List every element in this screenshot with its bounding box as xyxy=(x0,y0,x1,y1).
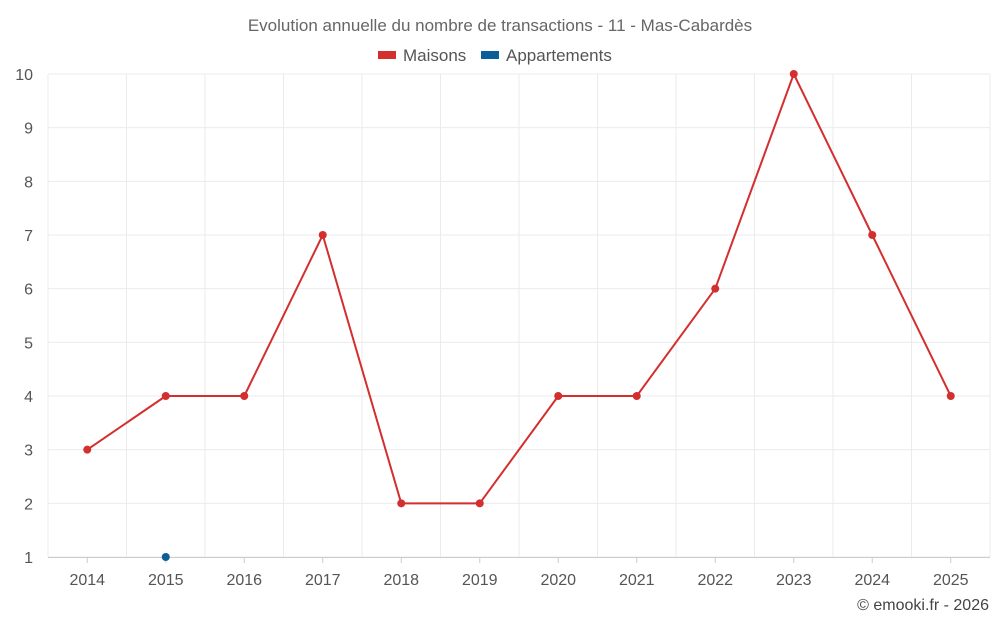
y-tick-label: 9 xyxy=(24,121,33,138)
x-tick-label: 2022 xyxy=(697,572,733,589)
data-point-maisons[interactable] xyxy=(554,392,563,400)
data-point-maisons[interactable] xyxy=(632,392,641,400)
y-axis-ticks: 1 2 3 4 5 6 7 8 9 10 xyxy=(15,67,33,567)
legend-label-maisons: Maisons xyxy=(403,46,466,65)
series-line-maisons xyxy=(86,73,952,505)
y-tick-label: 6 xyxy=(24,282,33,299)
data-point-maisons[interactable] xyxy=(240,392,249,400)
legend-item-maisons[interactable]: Maisons xyxy=(378,46,466,65)
x-tick-label: 2018 xyxy=(383,572,419,589)
data-point-maisons[interactable] xyxy=(397,499,406,508)
x-tick-label: 2023 xyxy=(776,572,812,589)
y-tick-label: 1 xyxy=(24,550,33,567)
x-tick-label: 2017 xyxy=(305,572,341,589)
data-point-maisons[interactable] xyxy=(83,445,92,454)
x-tick-label: 2020 xyxy=(540,572,576,589)
y-tick-label: 3 xyxy=(24,443,33,460)
y-tick-label: 5 xyxy=(24,335,33,352)
x-tick-label: 2015 xyxy=(148,572,184,589)
x-tick-label: 2019 xyxy=(462,572,498,589)
data-point-maisons[interactable] xyxy=(161,392,170,400)
x-axis-ticks: 2014 2015 2016 2017 2018 2019 2020 2021 2022 2023… xyxy=(69,557,969,589)
data-point-maisons[interactable] xyxy=(475,499,484,508)
data-point-maisons[interactable] xyxy=(318,231,327,239)
data-point-maisons[interactable] xyxy=(946,392,955,400)
legend-swatch-appartements xyxy=(481,51,499,59)
x-tick-label: 2021 xyxy=(619,572,655,589)
x-tick-label: 2016 xyxy=(226,572,262,589)
series-layer xyxy=(83,70,955,561)
y-tick-label: 7 xyxy=(24,228,33,245)
data-point-maisons[interactable] xyxy=(789,70,798,78)
legend-label-appartements: Appartements xyxy=(506,46,612,65)
legend-item-appartements[interactable]: Appartements xyxy=(481,46,612,65)
x-tick-label: 2025 xyxy=(933,572,969,589)
y-tick-label: 4 xyxy=(24,389,33,406)
data-point-maisons[interactable] xyxy=(711,284,720,293)
y-tick-label: 10 xyxy=(15,67,33,84)
credit-text: © emooki.fr - 2026 xyxy=(857,597,989,614)
data-point-maisons[interactable] xyxy=(868,231,877,239)
legend-swatch-maisons xyxy=(378,51,396,59)
y-tick-label: 8 xyxy=(24,174,33,191)
chart-title: Evolution annuelle du nombre de transact… xyxy=(248,16,752,35)
x-tick-label: 2024 xyxy=(854,572,890,589)
x-tick-label: 2014 xyxy=(69,572,105,589)
data-point-appartements[interactable] xyxy=(161,553,170,561)
chart-legend: Maisons Appartements xyxy=(378,46,612,65)
y-tick-label: 2 xyxy=(24,496,33,513)
grid-lines xyxy=(47,73,991,558)
